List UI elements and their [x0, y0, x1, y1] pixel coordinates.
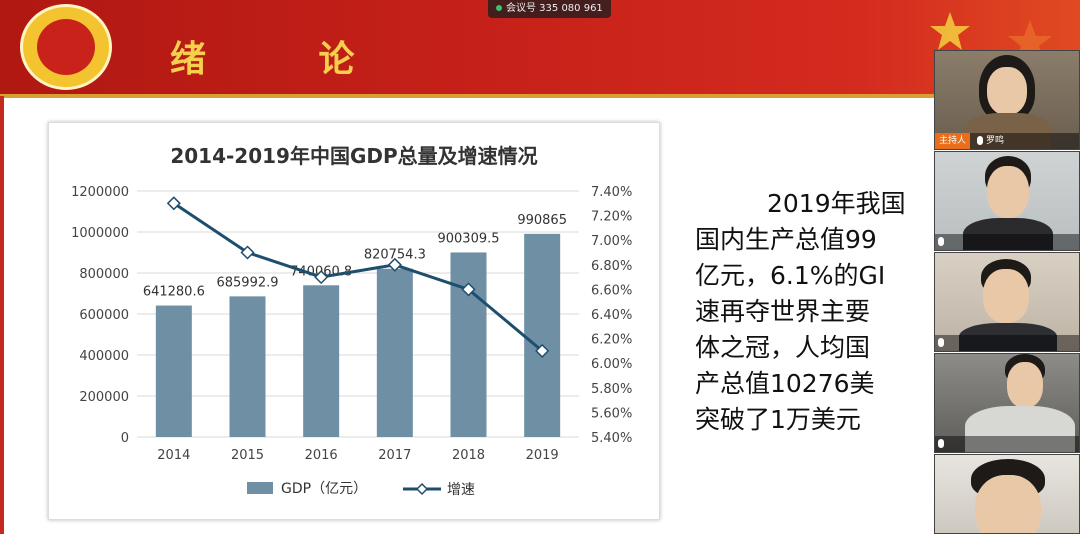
star-decoration-icon — [930, 12, 1052, 62]
legend-bar-label: GDP（亿元） — [281, 481, 367, 497]
bar-value-label: 685992.9 — [216, 275, 278, 290]
bar-value-label: 990865 — [517, 213, 567, 228]
mic-icon — [938, 439, 944, 448]
participant-video-column[interactable]: 主持人 罗鸣 — [934, 50, 1080, 534]
y-tick-label: 200000 — [79, 390, 129, 405]
host-name-bar: 主持人 罗鸣 — [935, 133, 1079, 149]
slide-text-line: 2019年我国 — [767, 189, 906, 218]
bar-value-label: 820754.3 — [364, 248, 426, 263]
header-divider — [0, 94, 1080, 98]
bar — [229, 296, 266, 437]
video-tile-host[interactable]: 主持人 罗鸣 — [934, 50, 1080, 150]
participant-bar — [935, 436, 1079, 452]
connection-status-icon — [496, 5, 502, 11]
y2-tick-label: 6.80% — [591, 259, 632, 274]
slide-left-edge — [0, 96, 4, 534]
x-tick-label: 2015 — [231, 448, 264, 463]
y-tick-label: 0 — [121, 431, 129, 446]
growth-point — [535, 343, 550, 358]
participant-bar — [935, 234, 1079, 250]
legend-bar-swatch — [247, 482, 273, 494]
chart-title: 2014-2019年中国GDP总量及增速情况 — [170, 144, 537, 168]
x-tick-label: 2014 — [157, 448, 190, 463]
slide-text-line: 速再夺世界主要 — [695, 297, 871, 326]
y-tick-label: 600000 — [79, 308, 129, 323]
y2-tick-label: 6.40% — [591, 308, 632, 323]
bar-value-label: 641280.6 — [143, 285, 205, 300]
y2-tick-label: 5.40% — [591, 431, 632, 446]
y2-tick-label: 7.00% — [591, 234, 632, 249]
bar — [376, 268, 413, 437]
video-tile-participant-3[interactable] — [934, 353, 1080, 453]
chart-panel: 2014-2019年中国GDP总量及增速情况 0 200000 400000 60000… — [48, 122, 660, 520]
host-name: 罗鸣 — [986, 136, 1005, 146]
legend-line-label: 增速 — [447, 482, 475, 498]
x-tick-label: 2019 — [526, 448, 559, 463]
slide-text-line: 国内生产总值99 — [695, 225, 877, 254]
x-tick-label: 2016 — [305, 448, 338, 463]
growth-point — [240, 245, 255, 260]
y2-tick-label: 6.00% — [591, 357, 632, 372]
y2-tick-label: 6.60% — [591, 283, 632, 298]
gdp-chart: 2014-2019年中国GDP总量及增速情况 0 200000 400000 60000… — [71, 144, 632, 498]
y2-tick-label: 6.20% — [591, 333, 632, 348]
growth-point — [166, 196, 181, 211]
bar — [155, 305, 192, 437]
growth-point — [387, 257, 402, 272]
x-tick-label: 2017 — [378, 448, 411, 463]
slide-text-line: 亿元，6.1%的GI — [695, 261, 886, 290]
university-logo — [20, 4, 112, 90]
y2-tick-label: 5.80% — [591, 382, 632, 397]
host-badge: 主持人 — [935, 133, 971, 149]
mic-icon — [938, 237, 944, 246]
growth-point — [314, 270, 329, 285]
y2-tick-label: 7.20% — [591, 210, 632, 225]
y2-tick-label: 7.40% — [591, 185, 632, 200]
video-tile-participant-4[interactable] — [934, 454, 1080, 534]
slide-body-text: 2019年我国国内生产总值99 亿元，6.1%的GI 速再夺世界主要 体之冠，人均国产… — [695, 186, 935, 438]
growth-line — [173, 202, 544, 353]
video-tile-participant-1[interactable] — [934, 151, 1080, 251]
slide-text-line: 体之冠，人均国 — [695, 333, 871, 362]
mic-icon — [938, 338, 944, 347]
y2-tick-label: 5.60% — [591, 406, 632, 421]
x-tick-label: 2018 — [452, 448, 485, 463]
bar — [450, 252, 487, 437]
y-tick-label: 400000 — [79, 349, 129, 364]
slide-title: 绪 论 — [170, 38, 405, 80]
legend-line-marker — [415, 482, 429, 496]
meeting-id-label: 会议号 335 080 961 — [506, 3, 603, 14]
participant-bar — [935, 335, 1079, 351]
bar-value-label: 900309.5 — [437, 231, 499, 246]
slide-text-line: 产总值10276美 — [695, 369, 875, 398]
y-tick-label: 1000000 — [71, 226, 129, 241]
bar — [303, 285, 340, 437]
meeting-id-badge[interactable]: 会议号 335 080 961 — [488, 0, 611, 18]
logo-emblem — [37, 19, 95, 75]
slide-text-line: 突破了1万美元 — [695, 405, 861, 434]
y-tick-label: 800000 — [79, 267, 129, 282]
bar — [524, 233, 561, 437]
mic-icon — [977, 136, 984, 145]
growth-point — [461, 282, 476, 297]
y-tick-label: 1200000 — [71, 185, 129, 200]
video-tile-participant-2[interactable] — [934, 252, 1080, 352]
